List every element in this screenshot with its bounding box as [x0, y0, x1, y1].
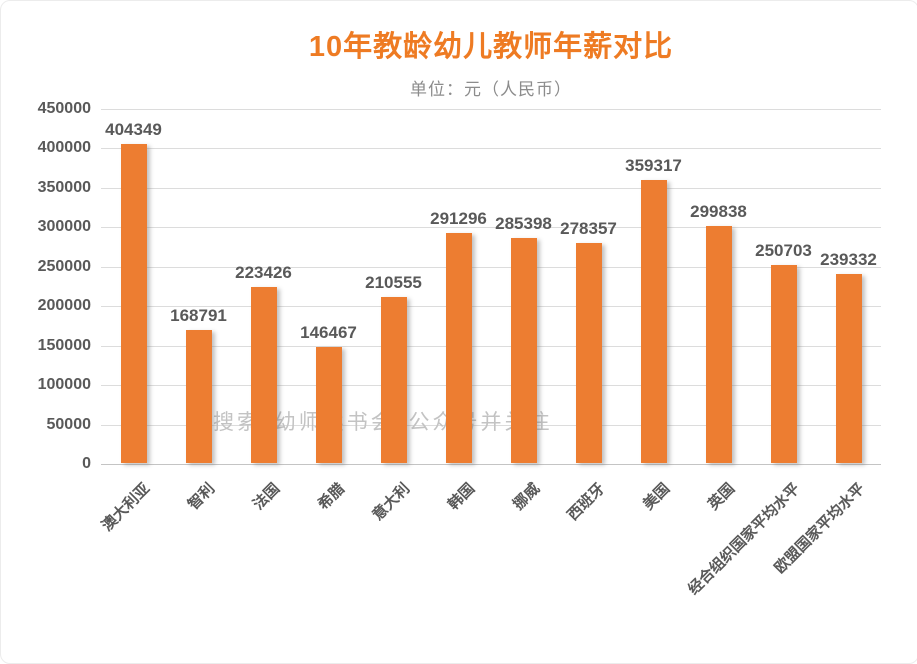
x-category-label: 经合组织国家平均水平 [685, 480, 804, 599]
bar-value-label: 168791 [170, 306, 227, 325]
x-axis-baseline [101, 464, 881, 465]
gridline [101, 109, 881, 110]
bar-value-label: 239332 [820, 250, 877, 269]
bar-西班牙 [575, 243, 602, 463]
y-tick-label: 50000 [46, 415, 92, 433]
bar-value-label: 285398 [495, 214, 552, 233]
bar-value-label: 223426 [235, 263, 292, 282]
chart-title: 10年教龄幼儿教师年薪对比 [308, 31, 674, 63]
gridline [101, 187, 881, 189]
y-tick-label: 400000 [37, 139, 91, 157]
x-category-label: 法国 [250, 480, 284, 514]
gridline [101, 266, 881, 268]
bar-美国 [640, 180, 667, 463]
bar-澳大利亚 [120, 144, 147, 463]
y-tick-label: 0 [82, 455, 91, 472]
bar-希腊 [315, 347, 342, 463]
x-category-label: 智利 [185, 480, 219, 514]
gridline [101, 345, 881, 347]
plot-area: 0 50000 100000 150000 200000 250000 300000 3500… [38, 100, 881, 598]
y-tick-label: 300000 [37, 218, 91, 236]
y-tick-label: 450000 [37, 100, 91, 117]
gridline [101, 148, 881, 150]
x-category-label: 韩国 [445, 480, 479, 514]
bar-value-label: 210555 [365, 273, 422, 292]
y-tick-label: 150000 [37, 336, 91, 354]
y-tick-label: 250000 [37, 257, 91, 275]
y-tick-label: 100000 [37, 376, 91, 394]
bar-欧盟国家平均水平 [835, 274, 862, 463]
bar-value-label: 291296 [430, 209, 487, 228]
bar-value-label: 278357 [560, 219, 617, 238]
x-category-label: 澳大利亚 [99, 480, 154, 535]
x-category-label: 西班牙 [564, 480, 609, 524]
bar-法国 [250, 287, 277, 463]
y-tick-label: 200000 [37, 297, 91, 315]
bar-英国 [705, 226, 732, 463]
bar-挪威 [510, 238, 537, 463]
bar-智利 [185, 330, 212, 463]
bar-value-label: 250703 [755, 241, 812, 260]
gridline [101, 424, 881, 426]
gridline [101, 227, 881, 229]
bar-value-label: 359317 [625, 156, 682, 175]
bar-经合组织国家平均水平 [770, 265, 797, 463]
bar-value-label: 404349 [105, 120, 162, 139]
gridline [101, 306, 881, 308]
x-category-label: 英国 [705, 480, 739, 514]
gridline [101, 385, 881, 387]
bar-意大利 [380, 297, 407, 463]
bar-value-label: 299838 [690, 202, 747, 221]
bar-韩国 [445, 233, 472, 463]
x-category-label: 挪威 [510, 480, 544, 514]
x-category-label: 希腊 [315, 480, 349, 514]
x-category-label: 美国 [640, 480, 674, 514]
x-category-label: 意大利 [369, 480, 414, 524]
chart-subtitle: 单位：元（人民币） [410, 80, 572, 99]
bar-value-label: 146467 [300, 323, 357, 342]
y-tick-label: 350000 [37, 178, 91, 196]
